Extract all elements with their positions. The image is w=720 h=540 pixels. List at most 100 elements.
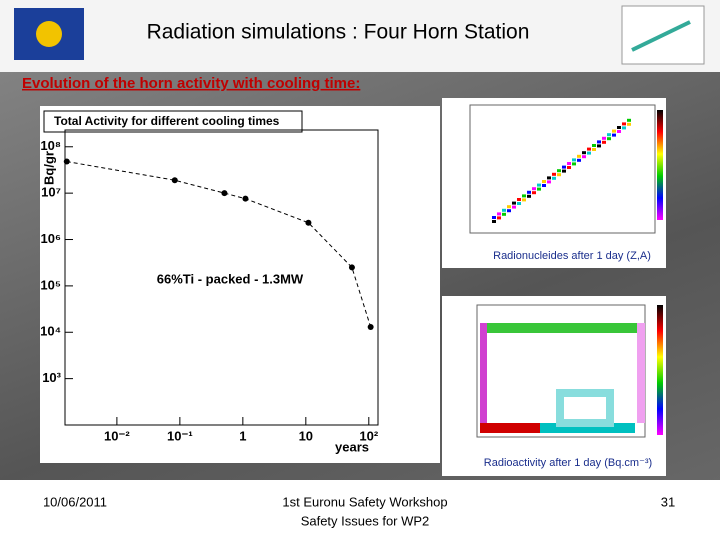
- heatmap-frame: [469, 104, 656, 234]
- color-scale: [657, 305, 663, 435]
- heatmap-cell: [602, 136, 606, 140]
- heatmap-cell: [502, 208, 506, 212]
- chart-title: Total Activity for different cooling tim…: [54, 114, 280, 128]
- y-tick-label: 10⁵: [40, 277, 61, 292]
- heatmap-band: [556, 389, 614, 427]
- x-tick-label: 10⁻¹: [167, 428, 193, 443]
- y-tick-label: 10⁸: [40, 138, 61, 153]
- logo: [621, 5, 705, 65]
- heatmap-cell: [597, 140, 601, 144]
- heatmap-cell: [502, 212, 506, 216]
- heatmap-cell: [592, 144, 596, 147]
- y-tick-label: 10⁷: [41, 185, 61, 200]
- heatmap-cell: [497, 216, 501, 220]
- header-band: [0, 0, 720, 72]
- flag-emblem: [36, 21, 62, 47]
- heatmap-cell: [537, 187, 541, 191]
- heatmap-cells: [492, 118, 631, 223]
- heatmap-cell: [522, 194, 526, 198]
- heatmap-band: [480, 323, 487, 433]
- heatmap-cell: [587, 147, 591, 151]
- heatmap-cell: [492, 216, 496, 219]
- heatmap-cell: [492, 220, 496, 223]
- slide-title: Radiation simulations : Four Horn Statio…: [147, 21, 530, 44]
- heatmap-cell: [567, 162, 571, 165]
- heatmap-cell: [547, 176, 551, 180]
- heatmap-cell: [552, 176, 556, 180]
- heatmap-cell: [592, 148, 596, 151]
- image-panel: [442, 98, 666, 268]
- heatmap-cell: [517, 202, 521, 205]
- footer-session: Safety Issues for WP2: [301, 513, 430, 528]
- heatmap-cell: [582, 155, 586, 159]
- heatmap-cell: [507, 205, 511, 209]
- heatmap-cell: [622, 126, 626, 130]
- heatmap-cell: [532, 191, 536, 195]
- heatmap-cell: [517, 198, 521, 201]
- heatmap-cell: [542, 184, 546, 187]
- heatmap-cell: [522, 198, 526, 202]
- heatmap-cell: [527, 194, 531, 198]
- heatmap-1: [469, 104, 663, 234]
- heatmap-cell: [622, 122, 626, 126]
- heatmap-cell: [577, 154, 581, 158]
- heatmap-cell: [627, 118, 631, 122]
- heatmap-cell: [562, 169, 566, 173]
- heatmap-cell: [547, 180, 551, 184]
- x-tick-label: 1: [239, 428, 246, 443]
- footer-date: 10/06/2011: [43, 494, 107, 509]
- heatmap-cell: [582, 151, 586, 155]
- y-tick-label: 10³: [42, 370, 61, 385]
- heatmap-2: [476, 304, 663, 438]
- annotation: 66%Ti - packed - 1.3MW: [157, 271, 304, 286]
- footer-event: 1st Euronu Safety Workshop: [282, 494, 447, 509]
- heatmap-cell: [617, 126, 621, 129]
- heatmap-cell: [512, 205, 516, 209]
- heatmap-cell: [577, 158, 581, 162]
- image-caption: Radioactivity after 1 day (Bq.cm⁻³): [484, 457, 652, 469]
- logo-drawing: [631, 20, 691, 52]
- data-point: [171, 177, 178, 184]
- heatmap-band: [480, 423, 540, 433]
- heatmap-cell: [612, 133, 616, 137]
- heatmap-cell: [587, 151, 591, 155]
- heatmap-cell: [537, 183, 541, 187]
- heatmap-cell: [607, 137, 611, 141]
- heatmap-cell: [527, 190, 531, 194]
- y-tick-label: 10⁴: [40, 324, 61, 339]
- image-caption: Radionucleides after 1 day (Z,A): [493, 250, 651, 262]
- data-point: [305, 219, 312, 226]
- x-axis-label: years: [335, 439, 369, 454]
- heatmap-cell: [627, 122, 631, 126]
- heatmap-cell: [612, 129, 616, 133]
- heatmap-cell: [512, 201, 516, 205]
- x-tick-label: 10: [299, 428, 313, 443]
- x-tick-label: 10⁻²: [104, 428, 130, 443]
- heatmap-cell: [557, 173, 561, 177]
- x-tick-label: 10²: [359, 428, 378, 443]
- heatmap-cell: [607, 133, 611, 137]
- chart-title-box: [43, 110, 303, 133]
- heatmap-band: [540, 423, 635, 433]
- heatmap-cell: [562, 165, 566, 169]
- heatmap-band: [637, 323, 645, 423]
- heatmap-cell: [552, 172, 556, 176]
- chart-panel: [40, 106, 440, 463]
- page-number: 31: [661, 494, 675, 509]
- heatmap-cell: [532, 187, 536, 191]
- data-point: [348, 264, 355, 271]
- chart: Total Activity for different cooling tim…: [40, 110, 379, 454]
- data-point: [242, 195, 249, 202]
- y-axis-label: Bq/gr: [41, 151, 56, 185]
- footer-band: [0, 480, 720, 540]
- heatmap-cell: [597, 144, 601, 148]
- data-point: [63, 158, 70, 165]
- heatmap-cell: [542, 180, 546, 183]
- heatmap-cell: [602, 140, 606, 144]
- heatmap-cell: [497, 212, 501, 216]
- heatmap-cell: [572, 162, 576, 166]
- data-point: [221, 190, 228, 197]
- heatmap-band: [480, 323, 645, 333]
